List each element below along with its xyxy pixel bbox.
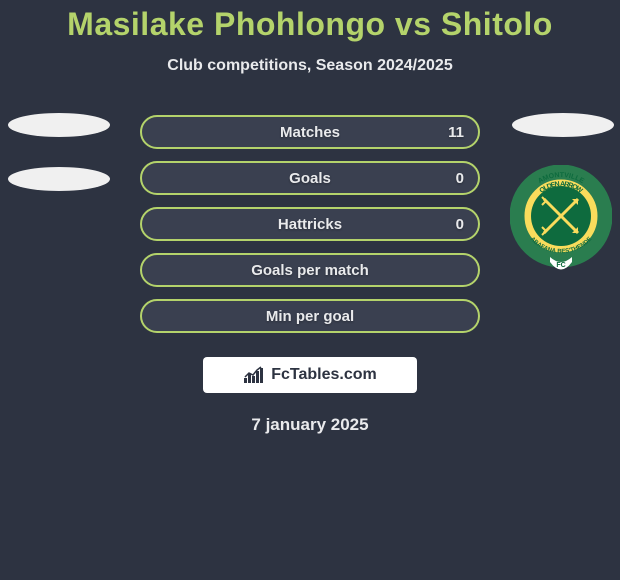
club-badge-svg: AMONTVILLE OLDEN ARROW ABAFANA BES'THEND… — [510, 165, 612, 279]
avatar-left-ellipse-2 — [8, 167, 110, 191]
stat-row-matches: Matches 11 — [140, 115, 480, 149]
stat-row-goals: Goals 0 — [140, 161, 480, 195]
bar-chart-icon — [243, 366, 265, 384]
avatar-right-ellipse-1 — [512, 113, 614, 137]
avatar-left — [8, 103, 108, 203]
stat-row-min-per-goal: Min per goal — [140, 299, 480, 333]
subtitle: Club competitions, Season 2024/2025 — [0, 57, 620, 75]
page-title: Masilake Phohlongo vs Shitolo — [0, 0, 620, 43]
stat-label: Min per goal — [266, 308, 354, 325]
stat-value-right: 0 — [456, 216, 464, 233]
stat-label: Matches — [280, 124, 340, 141]
date-line: 7 january 2025 — [0, 415, 620, 435]
stats-table: Matches 11 Goals 0 Hattricks 0 Goals per… — [140, 115, 480, 333]
avatar-left-ellipse-1 — [8, 113, 110, 137]
stat-label: Goals per match — [251, 262, 369, 279]
stat-row-goals-per-match: Goals per match — [140, 253, 480, 287]
title-player-right: Shitolo — [441, 6, 553, 42]
content-area: AMONTVILLE OLDEN ARROW ABAFANA BES'THEND… — [0, 115, 620, 435]
watermark: FcTables.com — [203, 357, 417, 393]
stat-label: Goals — [289, 170, 331, 187]
stat-value-right: 11 — [448, 124, 464, 141]
badge-fc-text: FC — [556, 262, 565, 269]
stat-label: Hattricks — [278, 216, 342, 233]
title-vs: vs — [386, 6, 441, 42]
stat-value-right: 0 — [456, 170, 464, 187]
watermark-text: FcTables.com — [271, 366, 377, 384]
title-player-left: Masilake Phohlongo — [67, 6, 385, 42]
stat-row-hattricks: Hattricks 0 — [140, 207, 480, 241]
club-badge-right: AMONTVILLE OLDEN ARROW ABAFANA BES'THEND… — [510, 165, 612, 279]
